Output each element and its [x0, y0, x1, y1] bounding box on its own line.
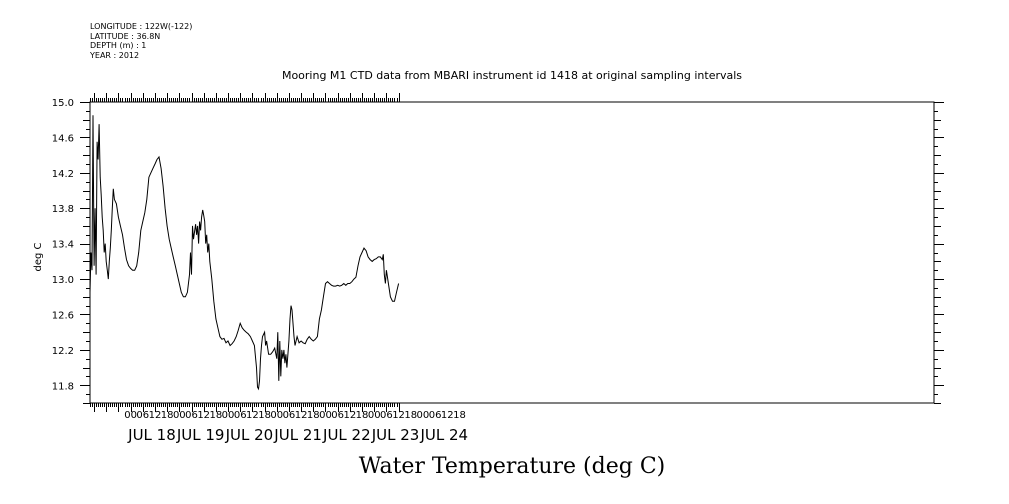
- y-tick-label: 13.4: [52, 240, 74, 251]
- ticks-layer: [80, 93, 944, 412]
- depth-label: DEPTH (m) : 1: [90, 41, 147, 50]
- y-tick-label: 12.6: [52, 310, 74, 321]
- x-hour-label: 12: [441, 410, 454, 421]
- labels-layer: 11.812.212.613.013.413.814.214.615.000 06…: [52, 98, 468, 444]
- y-tick-label: 13.0: [52, 275, 74, 286]
- x-day-label: JUL 22: [322, 426, 371, 444]
- x-hour-label: 18: [307, 410, 320, 421]
- x-hour-label: 18: [356, 410, 369, 421]
- x-hour-label: 00: [173, 410, 186, 421]
- x-day-label: JUL 23: [371, 426, 420, 444]
- x-hour-label: 06: [283, 410, 296, 421]
- x-hour-label: 18: [453, 410, 466, 421]
- x-hour-label: 18: [404, 410, 417, 421]
- x-hour-label: 06: [136, 410, 149, 421]
- x-day-label: JUL 19: [176, 426, 225, 444]
- x-hour-label: 12: [149, 410, 162, 421]
- x-hour-label: 12: [343, 410, 356, 421]
- x-hour-label: 06: [234, 410, 247, 421]
- x-hour-label: 00: [319, 410, 332, 421]
- axes-layer: [89, 101, 935, 404]
- x-hour-label: 12: [246, 410, 259, 421]
- y-tick-label: 11.8: [52, 381, 74, 392]
- latitude-label: LATITUDE : 36.8N: [90, 31, 161, 41]
- x-hour-label: 00: [270, 410, 283, 421]
- longitude-label: LONGITUDE : 122W(-122): [90, 22, 193, 31]
- x-hour-label: 06: [429, 410, 442, 421]
- chart-title: Mooring M1 CTD data from MBARI instrumen…: [281, 69, 743, 82]
- y-tick-label: 14.6: [52, 133, 74, 144]
- x-hour-label: 18: [258, 410, 271, 421]
- x-hour-label: 18: [161, 410, 174, 421]
- x-axis-title: Water Temperature (deg C): [358, 454, 666, 479]
- x-hour-label: 00: [368, 410, 381, 421]
- x-hour-label: 12: [392, 410, 405, 421]
- x-day-label: JUL 20: [225, 426, 274, 444]
- plot-frame: [89, 101, 935, 404]
- x-day-label: JUL 21: [273, 426, 322, 444]
- x-hour-label: 00: [124, 410, 137, 421]
- temperature-series-line: [89, 115, 400, 391]
- x-hour-label: 12: [295, 410, 308, 421]
- x-hour-label: 00: [222, 410, 235, 421]
- x-hour-label: 12: [197, 410, 210, 421]
- x-hour-label: 06: [185, 410, 198, 421]
- y-tick-label: 12.2: [52, 346, 74, 357]
- x-day-label: JUL 18: [127, 426, 176, 444]
- year-label: YEAR : 2012: [90, 50, 140, 60]
- y-tick-label: 14.2: [52, 169, 74, 180]
- x-day-label: JUL 24: [419, 426, 468, 444]
- x-hour-label: 06: [331, 410, 344, 421]
- y-tick-label: 15.0: [52, 98, 74, 109]
- x-hour-label: 00: [417, 410, 430, 421]
- y-axis-label: deg C: [33, 242, 44, 271]
- metadata-block: LONGITUDE : 122W(-122) LATITUDE : 36.8N …: [90, 22, 192, 60]
- y-tick-label: 13.8: [52, 204, 74, 215]
- x-hour-label: 06: [380, 410, 393, 421]
- x-hour-label: 18: [209, 410, 222, 421]
